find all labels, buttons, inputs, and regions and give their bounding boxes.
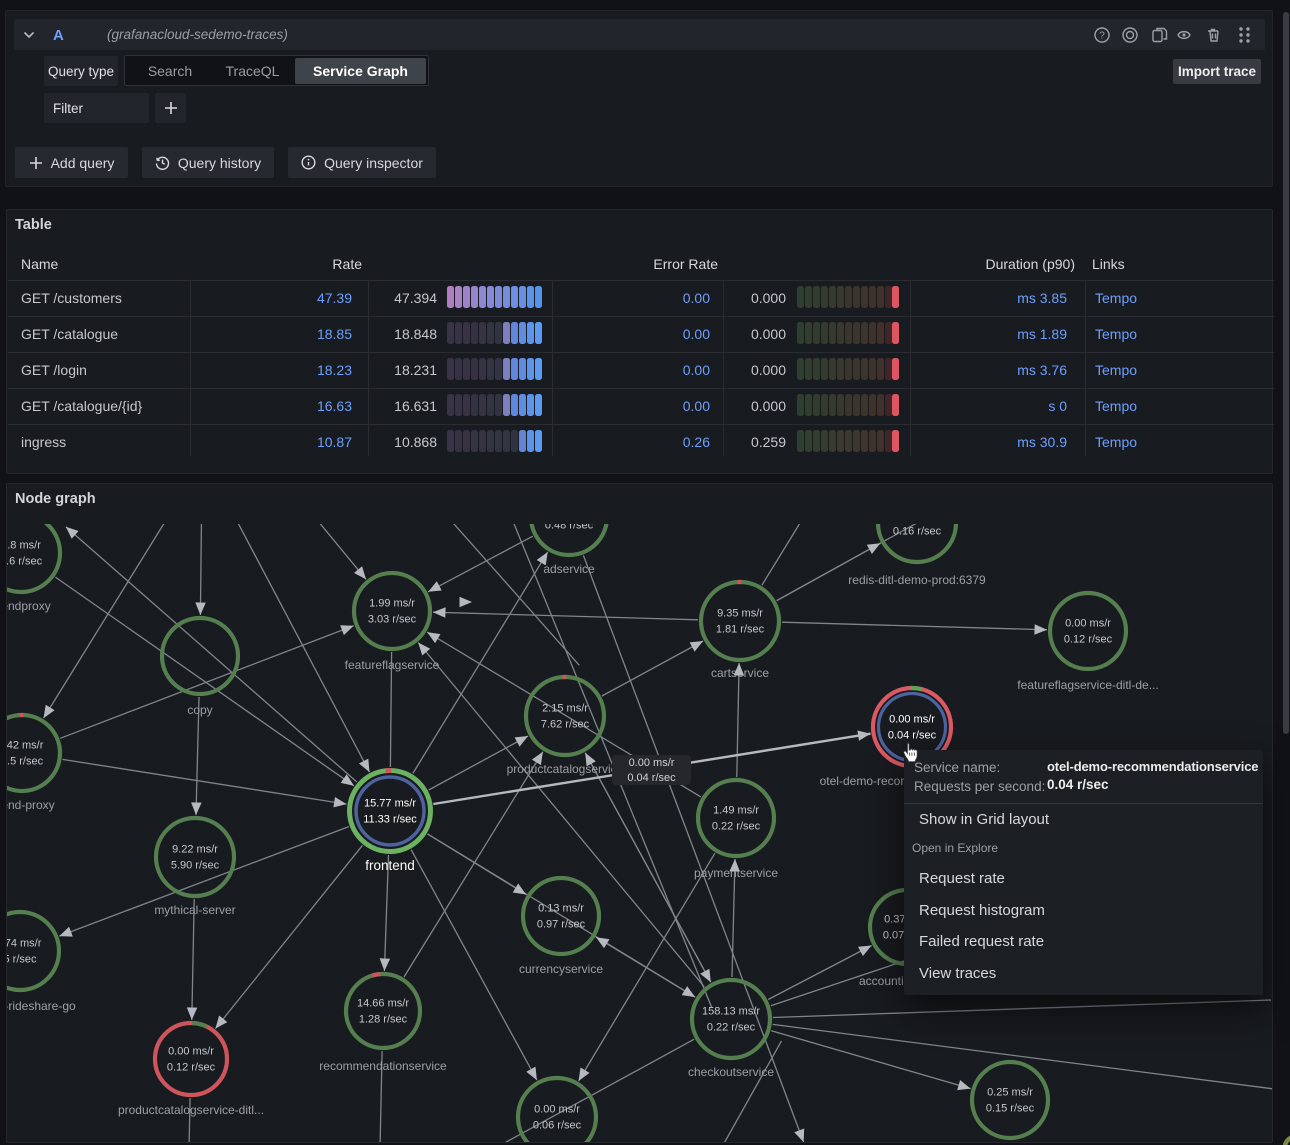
svg-text:4.6 r/sec: 4.6 r/sec — [7, 556, 43, 568]
svg-text:copy: copy — [187, 703, 212, 717]
svg-text:0.00 ms/r: 0.00 ms/r — [889, 714, 935, 726]
svg-text:11.33 r/sec: 11.33 r/sec — [363, 814, 417, 826]
svg-text:adservice: adservice — [543, 562, 595, 576]
svg-text:9.35 ms/r: 9.35 ms/r — [717, 608, 763, 620]
svg-text:0.13 ms/r: 0.13 ms/r — [538, 903, 584, 915]
svg-text:0.00 ms/r: 0.00 ms/r — [534, 1104, 580, 1116]
svg-text:5 r/sec: 5 r/sec — [7, 954, 37, 966]
svg-text:frontend-proxy: frontend-proxy — [7, 798, 55, 812]
svg-text:0.16 r/sec: 0.16 r/sec — [893, 526, 942, 538]
svg-text:0.04 r/sec: 0.04 r/sec — [888, 730, 937, 742]
svg-text:frontend: frontend — [365, 858, 415, 873]
svg-text:0.48 r/sec: 0.48 r/sec — [545, 524, 594, 532]
svg-text:mythical-server: mythical-server — [154, 903, 235, 917]
svg-text:paymentservice: paymentservice — [694, 866, 778, 880]
svg-text:174 ms/r: 174 ms/r — [7, 938, 42, 950]
svg-text:7.8 ms/r: 7.8 ms/r — [7, 540, 41, 552]
svg-text:productcatalogservice: productcatalogservice — [507, 762, 624, 776]
svg-text:1.49 ms/r: 1.49 ms/r — [713, 805, 759, 817]
svg-text:featureflagservice: featureflagservice — [345, 658, 440, 672]
svg-text:5.90 r/sec: 5.90 r/sec — [171, 860, 220, 872]
svg-text:0.00 ms/r: 0.00 ms/r — [1065, 618, 1111, 630]
svg-text:recommendationservice: recommendationservice — [319, 1059, 447, 1073]
svg-text:mythical-rideshare-go: mythical-rideshare-go — [7, 999, 76, 1013]
svg-text:342 ms/r: 342 ms/r — [7, 740, 44, 752]
svg-text:3.5 r/sec: 3.5 r/sec — [7, 756, 44, 768]
svg-text:158.13 ms/r: 158.13 ms/r — [702, 1006, 760, 1018]
svg-text:0.06 r/sec: 0.06 r/sec — [533, 1120, 582, 1132]
svg-text:1.99 ms/r: 1.99 ms/r — [369, 598, 415, 610]
svg-text:0.22 r/sec: 0.22 r/sec — [712, 821, 761, 833]
svg-text:0.97 r/sec: 0.97 r/sec — [537, 919, 586, 931]
svg-text:0.00 ms/r: 0.00 ms/r — [168, 1046, 214, 1058]
svg-text:7.62 r/sec: 7.62 r/sec — [541, 719, 590, 731]
svg-text:14.66 ms/r: 14.66 ms/r — [357, 998, 409, 1010]
svg-text:currencyservice: currencyservice — [519, 962, 603, 976]
svg-text:9.22 ms/r: 9.22 ms/r — [172, 844, 218, 856]
svg-text:productcatalogservice-ditl...: productcatalogservice-ditl... — [118, 1103, 264, 1117]
svg-text:0.12 r/sec: 0.12 r/sec — [1064, 634, 1113, 646]
svg-text:15.77 ms/r: 15.77 ms/r — [364, 798, 416, 810]
svg-text:0.22 r/sec: 0.22 r/sec — [707, 1022, 756, 1034]
svg-text:1.28 r/sec: 1.28 r/sec — [359, 1014, 408, 1026]
svg-text:0.15 r/sec: 0.15 r/sec — [986, 1103, 1035, 1115]
svg-text:0.12 r/sec: 0.12 r/sec — [167, 1062, 216, 1074]
svg-text:3.03 r/sec: 3.03 r/sec — [368, 614, 417, 626]
svg-text:frontendproxy: frontendproxy — [7, 599, 51, 613]
svg-text:redis-ditl-demo-prod:6379: redis-ditl-demo-prod:6379 — [848, 573, 986, 587]
svg-text:featureflagservice-ditl-de...: featureflagservice-ditl-de... — [1017, 678, 1158, 692]
svg-text:0.25 ms/r: 0.25 ms/r — [987, 1087, 1033, 1099]
svg-text:checkoutservice: checkoutservice — [688, 1065, 774, 1079]
svg-text:2.15 ms/r: 2.15 ms/r — [542, 703, 588, 715]
svg-text:1.81 r/sec: 1.81 r/sec — [716, 624, 765, 636]
svg-text:?: ? — [1099, 31, 1105, 42]
